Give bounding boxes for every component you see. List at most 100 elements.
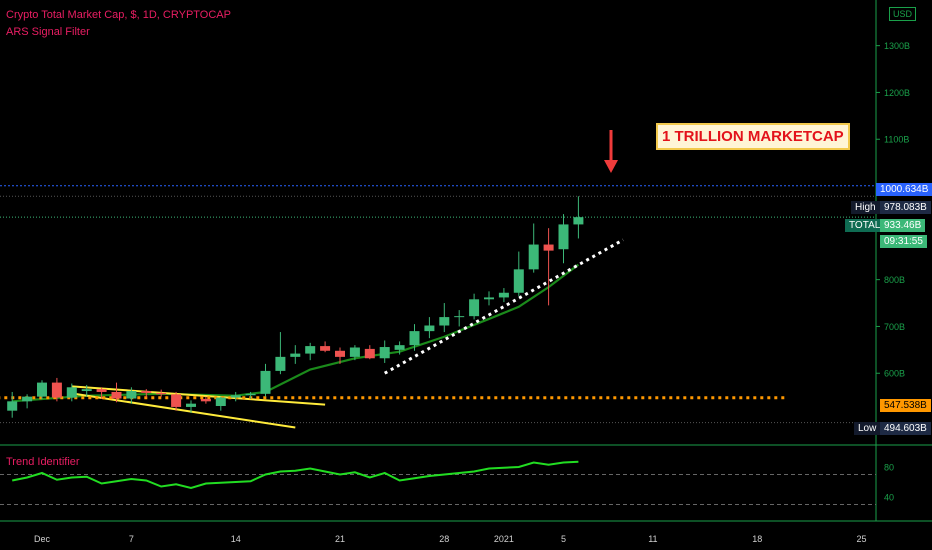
candle (409, 324, 420, 351)
time-tick-label: 11 (648, 534, 657, 544)
candle (335, 347, 345, 364)
time-tick-label: 14 (231, 534, 241, 544)
time-tick-label: 21 (335, 534, 345, 544)
price-tick-label: 1200B (884, 88, 910, 98)
time-tick-label: Dec (34, 534, 51, 544)
candle (513, 251, 524, 297)
candle-body (484, 297, 494, 300)
candle (51, 377, 62, 402)
candle-body (171, 394, 182, 407)
candle (364, 345, 375, 360)
trend-identifier-line (12, 460, 579, 490)
candle-body (230, 395, 241, 398)
candle-body (409, 331, 420, 346)
candle (245, 391, 256, 399)
price-tick-label: 1100B (884, 135, 909, 145)
candle-body (81, 389, 92, 392)
indicator-label: ARS Signal Filter (6, 26, 90, 38)
candle (156, 389, 167, 397)
candle (37, 380, 47, 399)
candle (454, 310, 465, 327)
currency-label[interactable]: USD (888, 7, 916, 21)
signal-filter-line (12, 263, 580, 403)
candle (186, 400, 196, 414)
candle-body (7, 401, 18, 411)
candle-body (215, 397, 226, 407)
candle (305, 342, 316, 361)
resistance-price-badge: 1000.634B (876, 183, 932, 196)
candle-body (513, 269, 524, 293)
candle (558, 214, 569, 264)
candle-body (439, 317, 450, 326)
candle (543, 228, 554, 306)
time-tick-label: 25 (856, 534, 866, 544)
candle (290, 345, 301, 364)
candle-body (111, 391, 122, 399)
low-value-badge: 494.603B (880, 422, 931, 435)
indicator-pane-title: Trend Identifier (6, 456, 80, 468)
candle-body (558, 224, 569, 250)
countdown-badge: 09:31:55 (880, 235, 927, 248)
candle-body (96, 389, 107, 392)
candle-body (290, 353, 301, 357)
time-tick-label: 7 (129, 534, 134, 544)
candle-body (379, 347, 390, 359)
annotation-callout[interactable]: 1 TRILLION MARKETCAP (656, 123, 850, 150)
candle-body (156, 392, 167, 395)
candle (528, 223, 539, 273)
candle (22, 394, 33, 409)
candle-body (275, 356, 286, 371)
candle (379, 340, 390, 363)
uptrend-dotted-line[interactable] (383, 238, 624, 375)
candle (215, 396, 226, 411)
candle-body (66, 387, 77, 398)
candle-body (126, 391, 137, 399)
time-axis: Dec 7 14 21 28 2021 5 11 18 25 (34, 534, 867, 544)
candle-body (424, 325, 435, 332)
time-tick-label: 5 (561, 534, 566, 544)
candle (469, 293, 480, 320)
grid-layer (0, 0, 932, 522)
price-tick-label: 1300B (884, 41, 910, 51)
candle (81, 384, 92, 397)
candle-body (141, 391, 152, 393)
wedge-trend-line[interactable] (71, 392, 296, 429)
candle-body (335, 350, 345, 357)
candle-body (260, 370, 271, 394)
price-axis: 600B 700B 800B 1100B 1200B 1300B (876, 41, 910, 379)
candle-body (245, 393, 256, 396)
candle (230, 391, 241, 402)
indicator-tick-label: 40 (884, 493, 894, 503)
candle-body (320, 346, 331, 351)
wedge-trend-line[interactable] (71, 385, 326, 406)
total-value-badge: 933.46B (880, 219, 926, 232)
candle-body (200, 398, 211, 402)
candle-body (364, 348, 375, 359)
total-label-badge: TOTAL (845, 219, 885, 232)
candle-body (305, 346, 316, 354)
candle (573, 196, 584, 239)
candle-body (498, 292, 509, 298)
high-value-badge: 978.083B (880, 201, 931, 214)
candle (439, 303, 450, 333)
indicator-tick-label: 80 (884, 463, 894, 473)
candle-body (469, 299, 480, 317)
candle (171, 391, 182, 411)
candle-body (51, 382, 62, 398)
candle (200, 396, 211, 404)
candle (275, 332, 286, 375)
candle (141, 389, 152, 398)
support-price-badge: 547.538B (880, 399, 931, 412)
candle-body (394, 345, 405, 350)
time-tick-label: 28 (439, 534, 449, 544)
candle (484, 291, 494, 306)
candle-body (528, 244, 539, 270)
indicator-pane: 40 80 (0, 460, 894, 505)
candle-body (349, 347, 360, 357)
candle-body (543, 244, 554, 251)
candle-body (573, 217, 584, 225)
candle (66, 383, 77, 402)
candle (498, 288, 509, 303)
candle (111, 382, 122, 403)
